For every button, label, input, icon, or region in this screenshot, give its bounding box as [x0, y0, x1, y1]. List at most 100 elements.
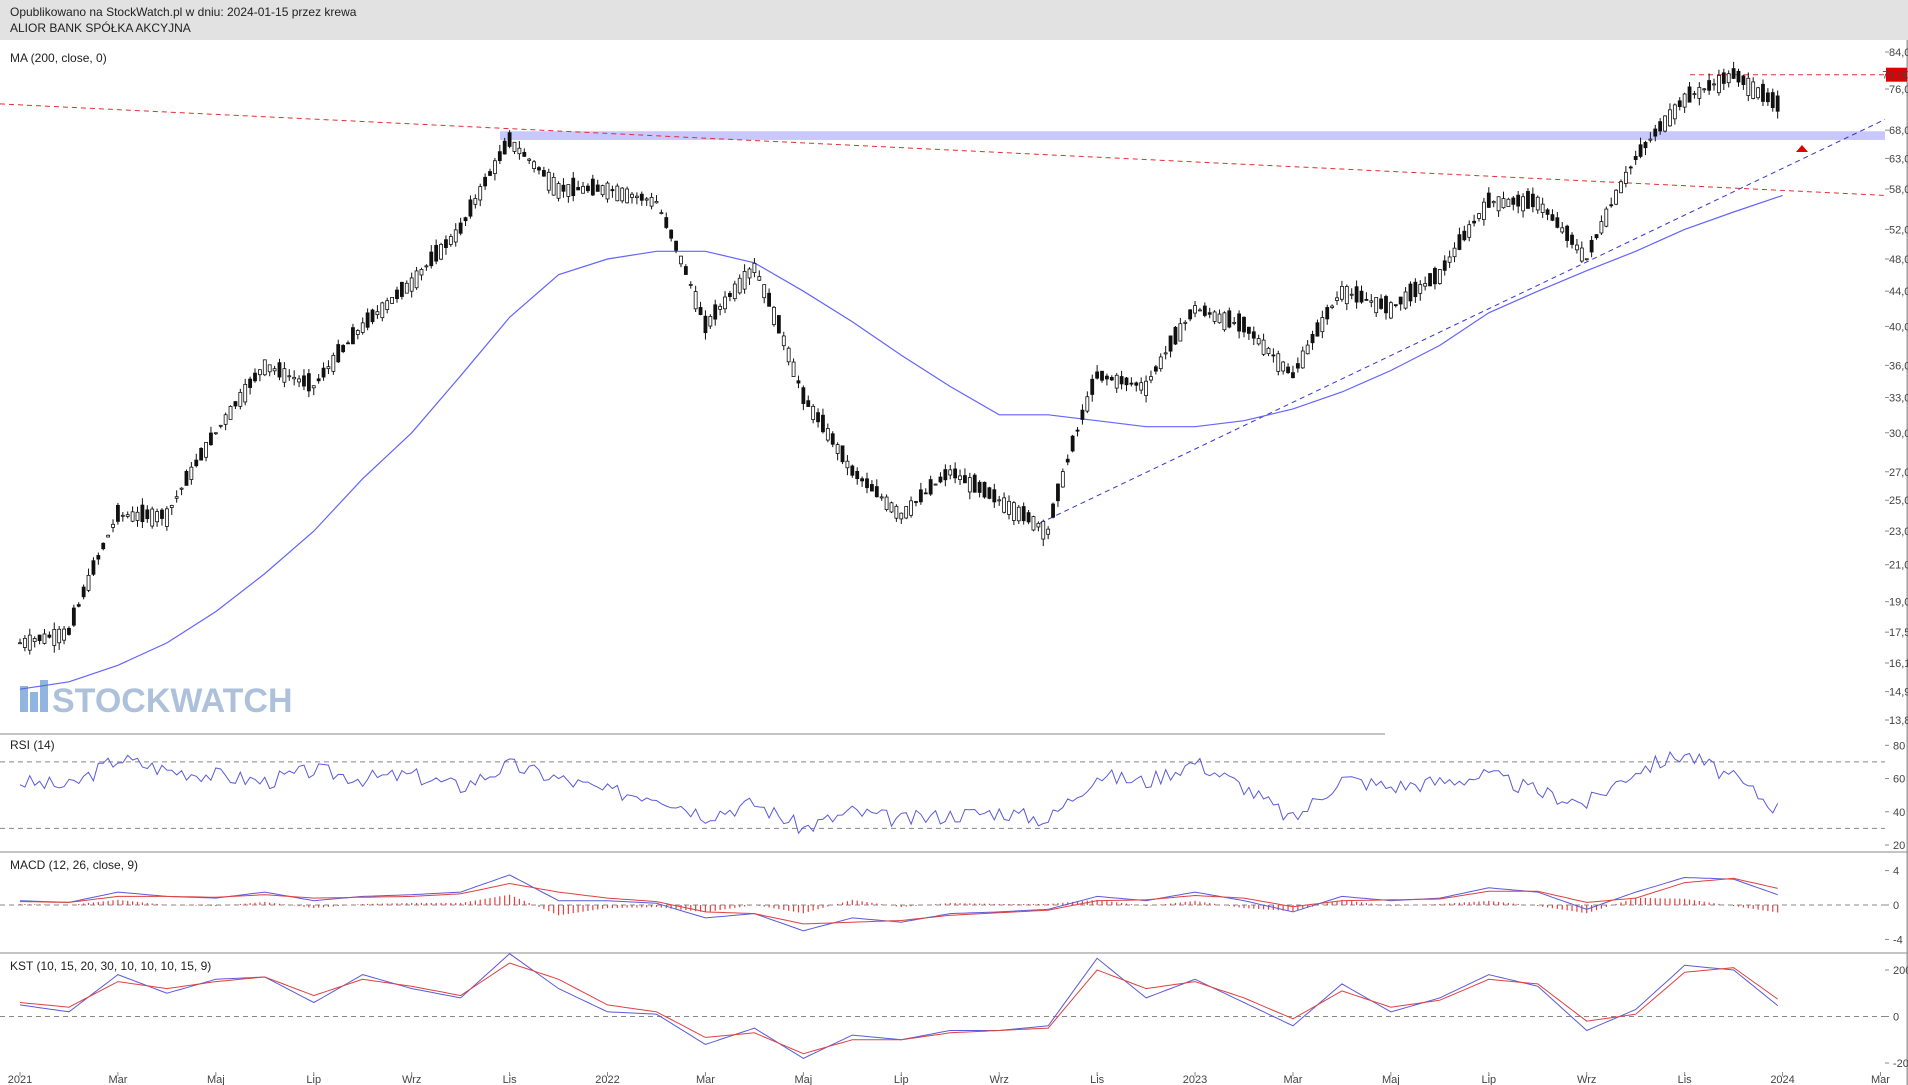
candle-body [385, 300, 390, 310]
candle-body [1526, 191, 1530, 209]
x-tick-label: Lip [894, 1074, 909, 1085]
candle-body [96, 555, 101, 560]
y-tick-label: 200 [1893, 965, 1908, 977]
candle-body [1051, 503, 1055, 518]
candle-body [204, 441, 208, 458]
candle-body [669, 229, 674, 239]
candle-body [855, 471, 860, 480]
candle-body [1070, 435, 1075, 452]
candle-body [620, 187, 625, 202]
candle-body [1364, 299, 1369, 301]
candle-body [1511, 197, 1516, 205]
candle-body [1408, 283, 1413, 302]
y-tick-label: 20 [1893, 840, 1905, 852]
x-tick-label: 2024 [1770, 1074, 1794, 1085]
candle-body [610, 189, 615, 192]
candle-body [1388, 302, 1393, 319]
candle-body [1521, 196, 1525, 212]
candle-body [429, 251, 434, 267]
candle-body [140, 504, 145, 523]
candle-body [1232, 322, 1237, 324]
candle-body [527, 158, 532, 161]
candle-body [938, 476, 943, 483]
candle-body [595, 184, 600, 192]
candle-body [1379, 298, 1383, 309]
candle-body [693, 291, 698, 310]
candle-body [987, 487, 992, 499]
candle-body [918, 489, 923, 503]
y-tick-label: 63,00 [1889, 153, 1908, 165]
candle-body [360, 322, 365, 333]
candle-body [213, 432, 218, 435]
candle-body [463, 217, 468, 222]
candle-body [258, 369, 262, 376]
y-tick-label: 40 [1893, 807, 1905, 819]
candle-body [982, 481, 987, 498]
candle-body [1251, 331, 1256, 339]
candle-body [1423, 283, 1428, 287]
candle-body [292, 376, 297, 380]
candle-body [1619, 181, 1623, 194]
candle-body [1775, 95, 1780, 112]
candle-body [1105, 375, 1109, 380]
candle-body [914, 501, 918, 503]
candle-body [1393, 304, 1398, 307]
x-tick-label: Lip [1481, 1074, 1496, 1085]
indicator-title: MACD (12, 26, close, 9) [10, 858, 138, 872]
candle-body [909, 500, 913, 516]
candle-body [1418, 284, 1423, 294]
candle-body [1320, 317, 1325, 333]
resistance-band [500, 131, 1885, 140]
candle-body [1550, 214, 1555, 221]
candle-body [316, 378, 321, 382]
candle-body [1677, 100, 1682, 107]
x-tick-label: Maj [1382, 1074, 1400, 1085]
candle-body [277, 362, 282, 378]
last-price-label: 79,00 [1882, 70, 1908, 82]
candle-body [209, 432, 213, 446]
candle-body [130, 511, 135, 522]
candle-body [1501, 198, 1506, 209]
candle-body [497, 151, 502, 162]
candle-body [801, 387, 806, 404]
candle-body [532, 161, 536, 169]
candle-body [1535, 196, 1540, 211]
candle-body [1746, 77, 1751, 96]
candle-body [1545, 209, 1550, 215]
candle-body [125, 514, 130, 517]
candle-body [1261, 339, 1266, 355]
candle-body [1594, 234, 1599, 239]
candle-body [698, 307, 703, 315]
candle-body [1633, 156, 1638, 160]
candle-body [728, 292, 732, 297]
candle-body [86, 574, 91, 591]
candle-body [1237, 313, 1242, 332]
candle-body [399, 281, 404, 297]
candle-body [164, 508, 169, 527]
candle-body [1452, 247, 1457, 258]
candle-body [1726, 73, 1731, 84]
candle-body [1604, 208, 1609, 227]
candle-body [1653, 128, 1658, 137]
candle-body [933, 483, 938, 486]
candle-body [1506, 198, 1511, 207]
candle-body [1721, 72, 1726, 84]
candle-body [493, 160, 497, 174]
candle-body [1207, 312, 1212, 315]
candle-body [444, 239, 448, 249]
y-tick-label: 21,00 [1889, 560, 1908, 572]
candle-body [537, 167, 541, 171]
candle-body [57, 628, 62, 644]
candle-body [1482, 201, 1486, 221]
watermark-text: STOCKWATCH [52, 682, 293, 720]
candle-body [1761, 83, 1765, 102]
candle-body [1246, 326, 1251, 334]
candle-body [1477, 213, 1481, 219]
candle-body [1663, 115, 1667, 132]
candle-body [517, 147, 522, 155]
candle-body [1178, 323, 1183, 342]
candle-body [576, 187, 581, 191]
candle-body [1428, 273, 1432, 287]
candle-body [894, 505, 899, 519]
candle-body [1623, 171, 1628, 184]
